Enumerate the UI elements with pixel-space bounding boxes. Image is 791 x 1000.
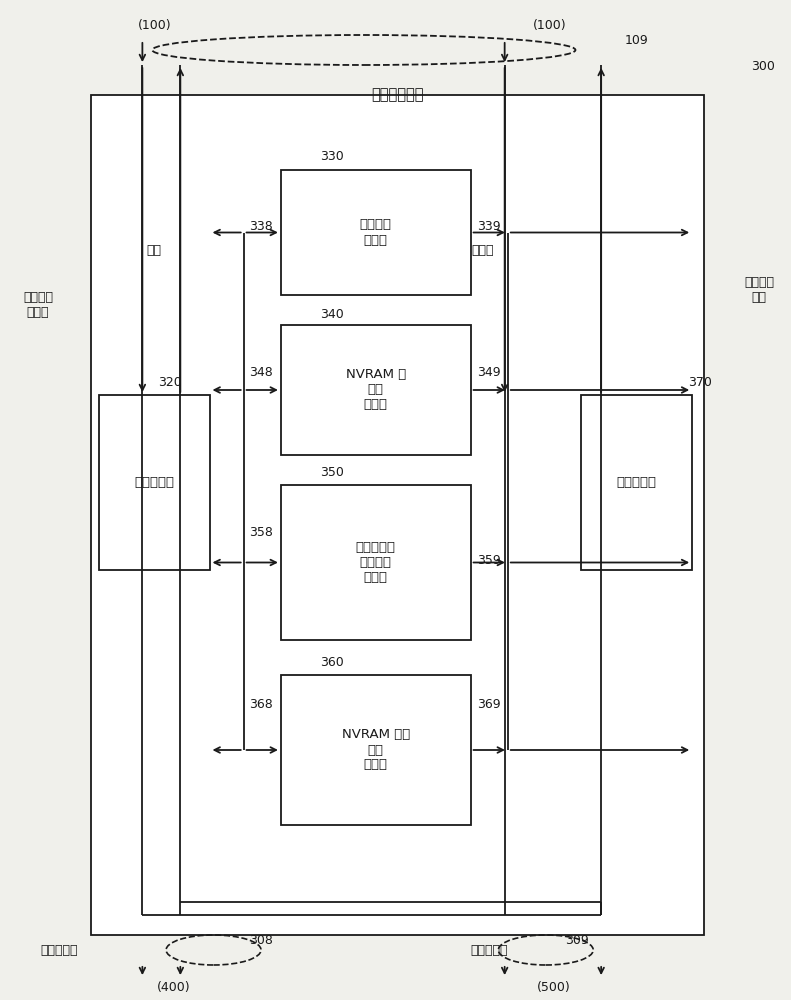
Text: 请求和数据: 请求和数据: [40, 944, 78, 956]
Text: 数据读取块: 数据读取块: [617, 476, 657, 489]
Bar: [281, 170, 471, 295]
Text: 368: 368: [249, 698, 273, 710]
Bar: [581, 395, 692, 570]
Text: 应答: 应答: [147, 243, 161, 256]
Text: 300: 300: [751, 60, 775, 74]
Bar: [281, 325, 471, 455]
Text: 区段地址
转换表: 区段地址 转换表: [360, 219, 392, 246]
Bar: [91, 95, 704, 935]
Text: 360: 360: [320, 656, 344, 670]
Text: NVRAM 物理
地址
管理表: NVRAM 物理 地址 管理表: [342, 728, 410, 772]
Text: 330: 330: [320, 150, 344, 163]
Text: 309: 309: [566, 934, 589, 946]
Bar: [281, 675, 471, 825]
Bar: [281, 485, 471, 640]
Text: 闪速存储器
物理地址
管理表: 闪速存储器 物理地址 管理表: [356, 541, 396, 584]
Text: 369: 369: [477, 698, 501, 710]
Text: NVRAM 页
地址
转换表: NVRAM 页 地址 转换表: [346, 368, 406, 411]
Text: 338: 338: [249, 221, 273, 233]
Text: (100): (100): [533, 18, 566, 31]
Text: 109: 109: [625, 33, 649, 46]
Text: 308: 308: [249, 934, 273, 946]
Text: 359: 359: [477, 554, 501, 566]
Text: 写命令和
写数据: 写命令和 写数据: [23, 291, 53, 319]
Text: (500): (500): [537, 982, 570, 994]
Text: (400): (400): [157, 982, 191, 994]
Text: 370: 370: [688, 375, 712, 388]
Text: 320: 320: [158, 375, 182, 388]
Bar: [99, 395, 210, 570]
Text: 读命令: 读命令: [471, 243, 494, 256]
Text: 348: 348: [249, 365, 273, 378]
Text: 358: 358: [249, 526, 273, 538]
Text: 340: 340: [320, 308, 344, 322]
Text: 339: 339: [477, 221, 501, 233]
Text: 请求和数据: 请求和数据: [470, 944, 508, 956]
Text: 存储控制单元: 存储控制单元: [372, 88, 424, 103]
Text: 读数据和
应答: 读数据和 应答: [744, 276, 774, 304]
Text: (100): (100): [138, 18, 171, 31]
Text: 350: 350: [320, 466, 344, 480]
Text: 349: 349: [477, 365, 501, 378]
Text: 数据写入块: 数据写入块: [134, 476, 174, 489]
